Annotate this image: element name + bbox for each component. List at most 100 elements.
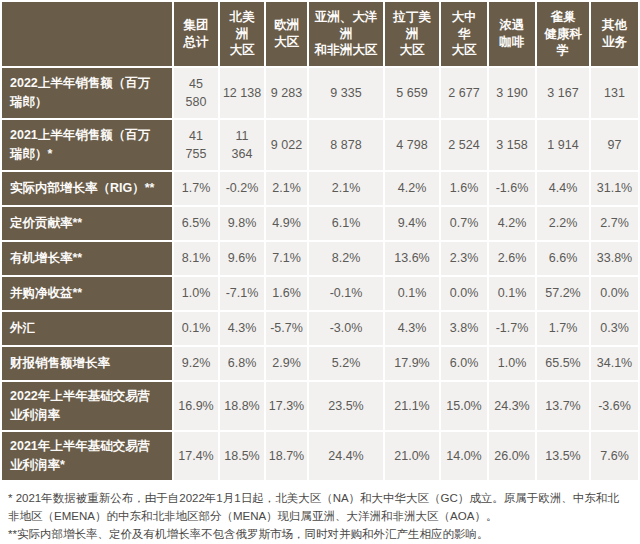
data-cell: 9 022 [266, 120, 307, 170]
data-cell: 4.2% [489, 207, 535, 240]
data-cell: 0.3% [591, 312, 638, 345]
data-cell: -0.1% [309, 277, 383, 310]
data-cell: 57.2% [537, 277, 589, 310]
data-cell: 11 364 [220, 120, 264, 170]
data-cell: -5.7% [266, 312, 307, 345]
col-header-nespresso: 浓遇 咖啡 [489, 2, 535, 66]
data-cell: 7.1% [266, 242, 307, 275]
row-label: 并购净收益** [2, 277, 172, 310]
data-cell: 1.7% [174, 172, 218, 205]
data-cell: 26.0% [489, 432, 535, 480]
header-row: 集团 总计 北美 洲 大区 欧洲 大区 亚洲、大洋 洲 和非洲大区 拉丁美 洲 … [2, 2, 638, 66]
data-cell: 17.9% [385, 347, 439, 380]
data-cell: 17.3% [266, 382, 307, 430]
data-cell: 41 755 [174, 120, 218, 170]
data-cell: 12 138 [220, 68, 264, 118]
data-cell: 4.4% [537, 172, 589, 205]
data-cell: 2.6% [489, 242, 535, 275]
col-header-health-science: 雀巢 健康科 学 [537, 2, 589, 66]
data-cell: 9.4% [385, 207, 439, 240]
data-cell: 9.8% [220, 207, 264, 240]
data-cell: -0.2% [220, 172, 264, 205]
row-label: 外汇 [2, 312, 172, 345]
corner-cell [2, 2, 172, 66]
data-cell: 1 914 [537, 120, 589, 170]
data-cell: 0.1% [174, 312, 218, 345]
col-header-latin-america: 拉丁美 洲 大区 [385, 2, 439, 66]
data-cell: 1.7% [537, 312, 589, 345]
table-row-reported-growth: 财报销售额增长率 9.2% 6.8% 2.9% 5.2% 17.9% 6.0% … [2, 347, 638, 380]
data-cell: 21.0% [385, 432, 439, 480]
data-cell: 2.1% [309, 172, 383, 205]
col-header-aoa: 亚洲、大洋 洲 和非洲大区 [309, 2, 383, 66]
data-cell: 6.8% [220, 347, 264, 380]
data-cell: 7.6% [591, 432, 638, 480]
table-row-acquisitions: 并购净收益** 1.0% -7.1% 1.6% -0.1% 0.1% 0.0% … [2, 277, 638, 310]
data-cell: 15.0% [441, 382, 487, 430]
data-cell: 3 190 [489, 68, 535, 118]
col-header-north-america: 北美 洲 大区 [220, 2, 264, 66]
data-cell: 24.3% [489, 382, 535, 430]
data-cell: 0.1% [385, 277, 439, 310]
data-cell: 1.0% [489, 347, 535, 380]
data-cell: 2.2% [537, 207, 589, 240]
data-cell: 6.5% [174, 207, 218, 240]
data-cell: 1.0% [174, 277, 218, 310]
data-cell: 13.6% [385, 242, 439, 275]
data-cell: 4.2% [385, 172, 439, 205]
data-cell: 21.1% [385, 382, 439, 430]
data-cell: 2.3% [441, 242, 487, 275]
data-cell: 5.2% [309, 347, 383, 380]
data-cell: 0.7% [441, 207, 487, 240]
regional-results-table: 集团 总计 北美 洲 大区 欧洲 大区 亚洲、大洋 洲 和非洲大区 拉丁美 洲 … [0, 0, 640, 482]
data-cell: 3 167 [537, 68, 589, 118]
data-cell: 6.6% [537, 242, 589, 275]
table-row-margin-2022: 2022年上半年基础交易营业利润率 16.9% 18.8% 17.3% 23.5… [2, 382, 638, 430]
data-cell: 0.0% [441, 277, 487, 310]
data-cell: 0.1% [489, 277, 535, 310]
row-label: 2022年上半年基础交易营业利润率 [2, 382, 172, 430]
row-label: 实际内部增长率（RIG）** [2, 172, 172, 205]
data-cell: 18.7% [266, 432, 307, 480]
data-cell: 8 878 [309, 120, 383, 170]
data-cell: 2.7% [591, 207, 638, 240]
data-cell: 23.5% [309, 382, 383, 430]
data-cell: 1.6% [441, 172, 487, 205]
data-cell: -1.7% [489, 312, 535, 345]
data-cell: -3.6% [591, 382, 638, 430]
data-cell: 9 283 [266, 68, 307, 118]
table-row-pricing: 定价贡献率** 6.5% 9.8% 4.9% 6.1% 9.4% 0.7% 4.… [2, 207, 638, 240]
row-label: 有机增长率** [2, 242, 172, 275]
data-cell: 0.0% [591, 277, 638, 310]
col-header-greater-china: 大中 华 大区 [441, 2, 487, 66]
data-cell: 13.5% [537, 432, 589, 480]
table-row-rig: 实际内部增长率（RIG）** 1.7% -0.2% 2.1% 2.1% 4.2%… [2, 172, 638, 205]
data-cell: 4.3% [220, 312, 264, 345]
data-cell: 6.0% [441, 347, 487, 380]
data-cell: -7.1% [220, 277, 264, 310]
data-cell: 31.1% [591, 172, 638, 205]
table-row-sales-2021: 2021上半年销售额（百万瑞郎）* 41 755 11 364 9 022 8 … [2, 120, 638, 170]
data-cell: -1.6% [489, 172, 535, 205]
row-label: 财报销售额增长率 [2, 347, 172, 380]
data-cell: 9.6% [220, 242, 264, 275]
data-cell: 1.6% [266, 277, 307, 310]
data-cell: 33.8% [591, 242, 638, 275]
data-cell: 45 580 [174, 68, 218, 118]
data-cell: 3.8% [441, 312, 487, 345]
row-label: 2021年上半年基础交易营业利润率* [2, 432, 172, 480]
data-cell: 97 [591, 120, 638, 170]
data-cell: 8.2% [309, 242, 383, 275]
table-row-sales-2022: 2022上半年销售额（百万瑞郎） 45 580 12 138 9 283 9 3… [2, 68, 638, 118]
data-cell: 34.1% [591, 347, 638, 380]
data-cell: 4 798 [385, 120, 439, 170]
data-cell: 18.5% [220, 432, 264, 480]
data-cell: 3 158 [489, 120, 535, 170]
table-row-organic-growth: 有机增长率** 8.1% 9.6% 7.1% 8.2% 13.6% 2.3% 2… [2, 242, 638, 275]
row-label: 2021上半年销售额（百万瑞郎）* [2, 120, 172, 170]
data-cell: 8.1% [174, 242, 218, 275]
table-row-forex: 外汇 0.1% 4.3% -5.7% -3.0% 4.3% 3.8% -1.7%… [2, 312, 638, 345]
data-cell: 2.9% [266, 347, 307, 380]
table-row-margin-2021: 2021年上半年基础交易营业利润率* 17.4% 18.5% 18.7% 24.… [2, 432, 638, 480]
data-cell: 14.0% [441, 432, 487, 480]
